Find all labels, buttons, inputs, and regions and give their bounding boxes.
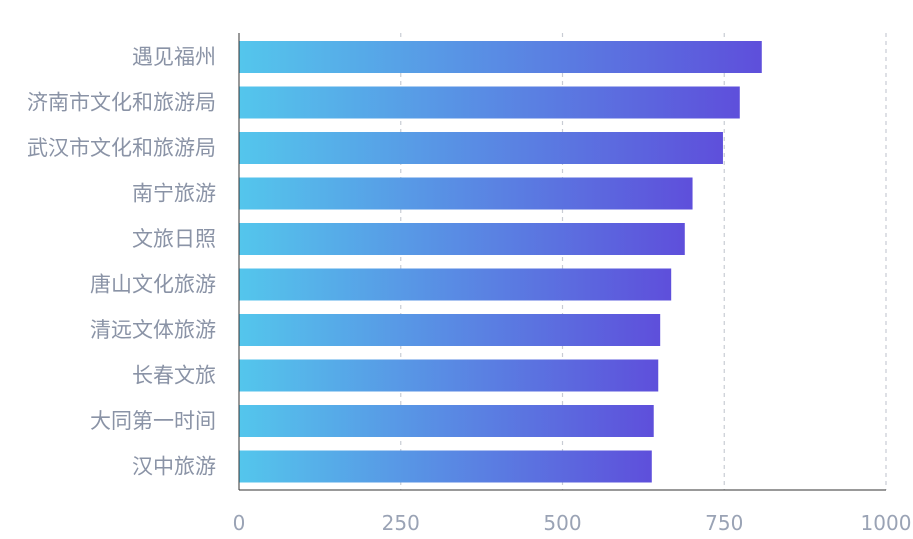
bar [239,405,654,437]
bar [239,41,762,73]
category-label: 济南市文化和旅游局 [27,91,216,115]
category-label: 南宁旅游 [132,182,216,206]
x-tick-label: 1000 [861,511,912,535]
category-label: 文旅日照 [132,227,216,251]
x-tick-label: 0 [233,511,246,535]
bar [239,359,659,392]
bar [239,132,723,164]
category-label: 汉中旅游 [132,455,216,479]
bars [239,41,762,483]
category-label: 清远文体旅游 [90,318,216,342]
bar [239,314,661,346]
x-tick-label: 250 [382,511,420,535]
bar [239,450,652,483]
x-tick-labels: 0 250 500 750 1000 [233,511,912,535]
x-tick-label: 750 [705,511,743,535]
category-label: 遇见福州 [132,45,216,69]
x-tick-label: 500 [543,511,581,535]
axes [238,33,886,491]
category-label: 唐山文化旅游 [90,273,216,297]
category-label: 大同第一时间 [90,409,216,433]
category-labels: 遇见福州济南市文化和旅游局武汉市文化和旅游局南宁旅游文旅日照唐山文化旅游清远文体… [27,45,216,479]
bar [239,223,685,255]
bar [239,86,740,119]
bar [239,177,693,210]
bar [239,268,672,301]
category-label: 武汉市文化和旅游局 [27,136,216,160]
category-label: 长春文旅 [132,364,216,388]
